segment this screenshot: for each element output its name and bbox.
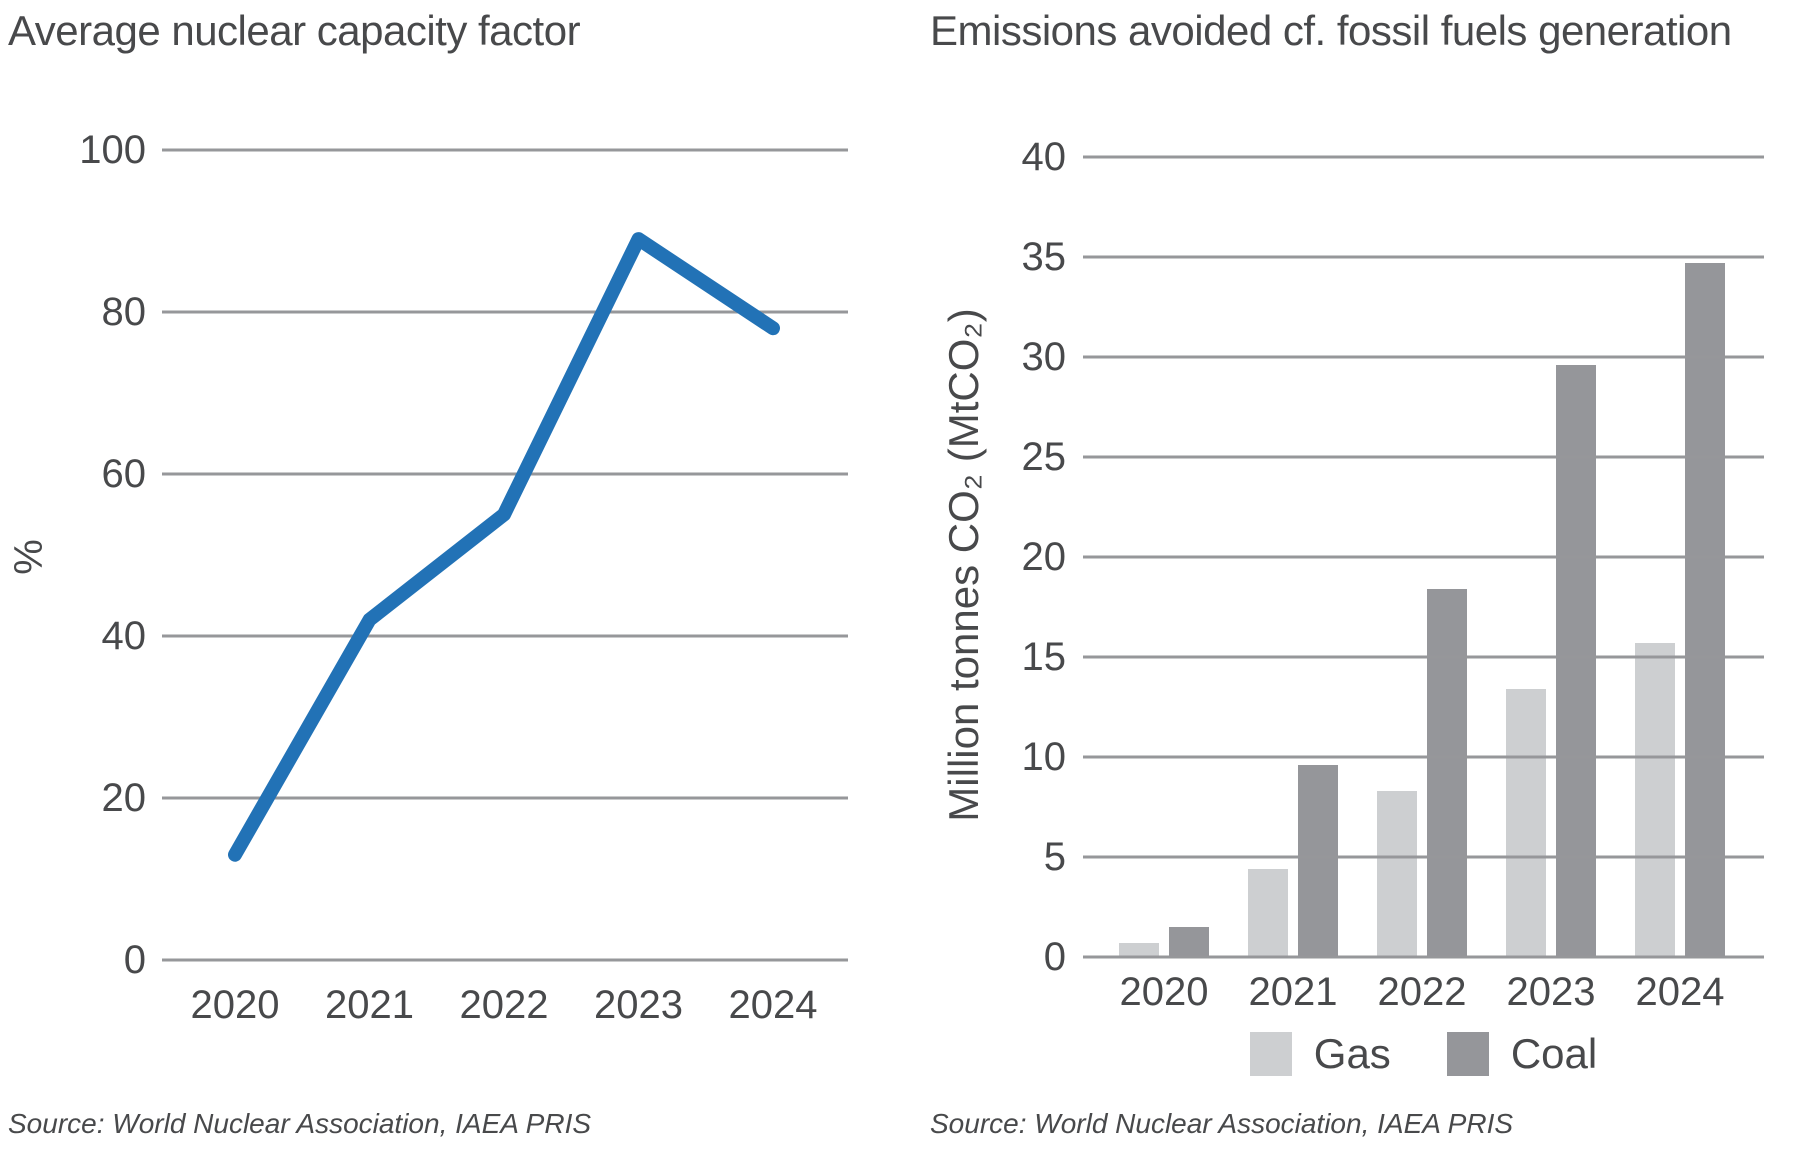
legend-item-gas: Gas xyxy=(1249,1030,1391,1077)
svg-text:0: 0 xyxy=(1044,935,1066,979)
svg-text:30: 30 xyxy=(1022,335,1067,379)
svg-text:2022: 2022 xyxy=(1378,970,1467,1014)
legend: Gas Coal xyxy=(1083,1028,1764,1080)
legend-label-gas: Gas xyxy=(1313,1030,1391,1077)
chart-title-capacity-factor: Average nuclear capacity factor xyxy=(8,7,581,54)
legend-item-coal: Coal xyxy=(1446,1030,1598,1077)
legend-label-coal: Coal xyxy=(1510,1030,1598,1077)
svg-text:2023: 2023 xyxy=(594,983,683,1027)
svg-text:2021: 2021 xyxy=(1249,970,1338,1014)
svg-text:15: 15 xyxy=(1022,635,1067,679)
gas-swatch xyxy=(1249,1032,1292,1076)
svg-text:%: % xyxy=(7,539,51,575)
svg-text:2023: 2023 xyxy=(1507,970,1596,1014)
svg-text:20: 20 xyxy=(1022,535,1067,579)
svg-text:2022: 2022 xyxy=(460,983,549,1027)
svg-text:35: 35 xyxy=(1022,235,1067,279)
svg-text:10: 10 xyxy=(1022,735,1067,779)
svg-text:2020: 2020 xyxy=(1120,970,1209,1014)
chart-title-emissions-avoided: Emissions avoided cf. fossil fuels gener… xyxy=(930,7,1732,54)
coal-swatch xyxy=(1446,1032,1489,1076)
svg-text:25: 25 xyxy=(1022,435,1067,479)
svg-text:40: 40 xyxy=(1022,135,1067,179)
capacity-factor-line-chart: 0 20 40 60 80 100 2020 2021 2022 2023 2024% xyxy=(7,128,848,1027)
svg-text:20: 20 xyxy=(102,776,147,820)
svg-text:100: 100 xyxy=(79,128,146,172)
svg-text:2021: 2021 xyxy=(325,983,414,1027)
svg-text:60: 60 xyxy=(102,452,147,496)
svg-text:0: 0 xyxy=(124,938,146,982)
svg-text:40: 40 xyxy=(102,614,147,658)
emissions-bar-chart: 0 5 10 15 20 25 30 35 40 2020 2021 2022 2023 2024 Mill… xyxy=(940,135,1764,1014)
svg-text:5: 5 xyxy=(1044,835,1066,879)
svg-text:2024: 2024 xyxy=(1636,970,1725,1014)
svg-text:2024: 2024 xyxy=(729,983,818,1027)
svg-text:2020: 2020 xyxy=(191,983,280,1027)
svg-text:80: 80 xyxy=(102,290,147,334)
source-note-left: Source: World Nuclear Association, IAEA … xyxy=(8,1108,592,1139)
source-note-right: Source: World Nuclear Association, IAEA … xyxy=(930,1108,1514,1139)
svg-text:Million tonnes CO₂ (MtCO₂): Million tonnes CO₂ (MtCO₂) xyxy=(940,308,987,821)
